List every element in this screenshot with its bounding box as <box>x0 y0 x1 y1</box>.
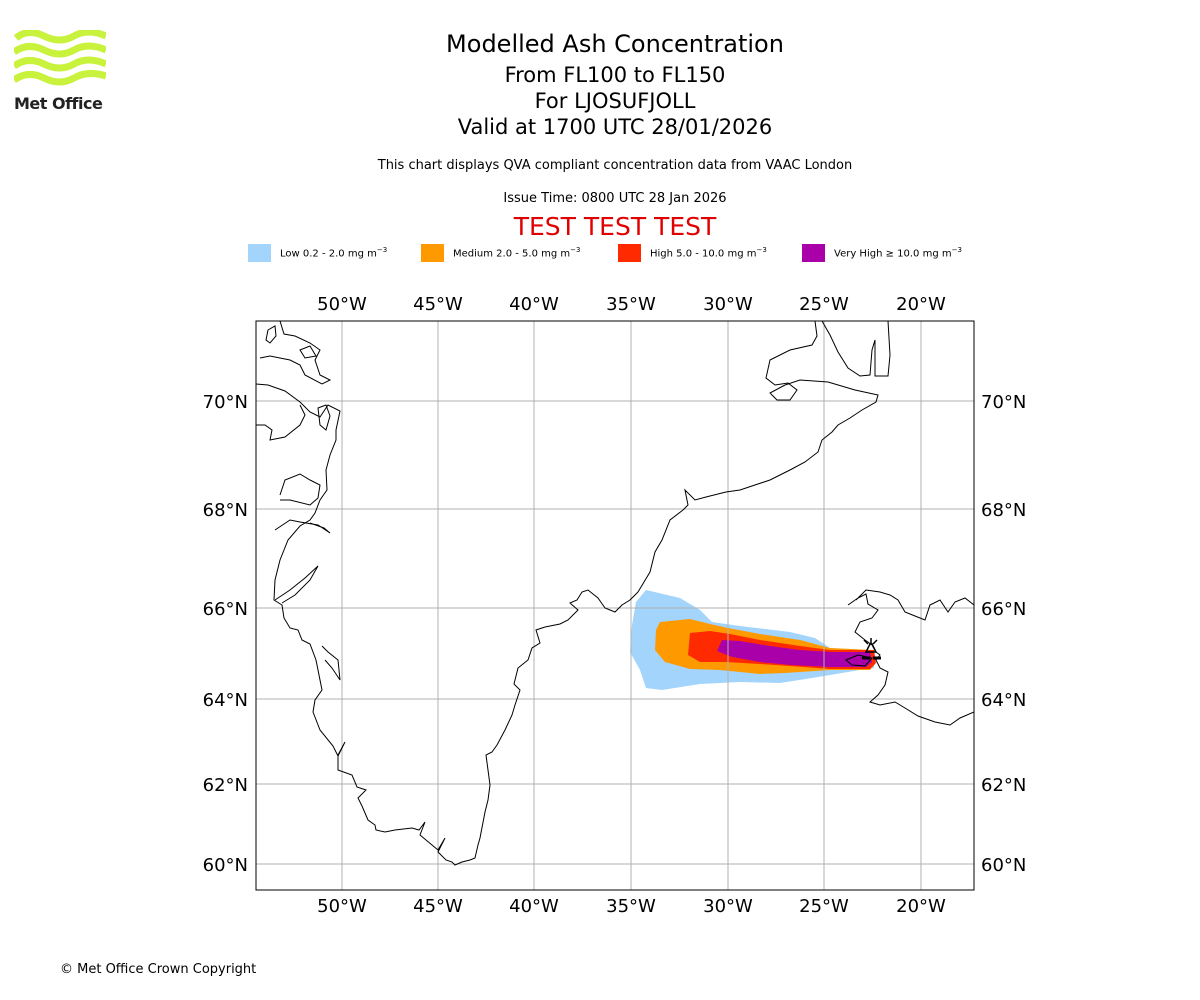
legend-label-low: Low 0.2 - 2.0 mg m−3 <box>280 246 388 260</box>
copyright-footer: © Met Office Crown Copyright <box>60 962 257 977</box>
coast-west-peninsula-2 <box>256 404 306 441</box>
lat-tick-label-right: 64°N <box>981 690 1026 711</box>
coastlines <box>256 321 974 866</box>
coastline-west-greenland <box>256 321 879 866</box>
lon-tick-label-bottom: 25°W <box>799 896 849 917</box>
legend-swatch-medium <box>421 244 444 262</box>
legend-item-medium: Medium 2.0 - 5.0 mg m−3 <box>421 244 580 262</box>
chart-title: Modelled Ash Concentration <box>446 30 784 58</box>
plume-very-high <box>717 640 872 667</box>
iceland-coast <box>847 589 974 726</box>
lon-tick-label-top: 30°W <box>703 294 753 315</box>
legend-swatch-high <box>618 244 641 262</box>
map-frame <box>255 320 975 891</box>
coast-west-inlet <box>321 645 341 681</box>
lat-labels-right: 70°N 68°N 66°N 64°N 62°N 60°N <box>981 392 1026 876</box>
legend-label-very-high: Very High ≥ 10.0 mg m−3 <box>834 246 962 260</box>
lon-tick-label-top: 40°W <box>509 294 559 315</box>
coast-west-peninsula-1 <box>259 321 332 385</box>
legend-label-high: High 5.0 - 10.0 mg m−3 <box>650 246 767 260</box>
lon-tick-label-bottom: 50°W <box>317 896 367 917</box>
island-2 <box>299 345 317 359</box>
coast-west-peninsula-5 <box>274 565 319 604</box>
lon-tick-label-top: 50°W <box>317 294 367 315</box>
lon-tick-label-bottom: 40°W <box>509 896 559 917</box>
volcano-icon <box>862 638 881 660</box>
legend-item-high: High 5.0 - 10.0 mg m−3 <box>618 244 767 262</box>
lat-tick-label-left: 66°N <box>203 599 248 620</box>
lat-tick-label-right: 68°N <box>981 500 1026 521</box>
island-3 <box>317 404 331 431</box>
lat-labels-left: 70°N 68°N 66°N 64°N 62°N 60°N <box>203 392 248 876</box>
valid-time: Valid at 1700 UTC 28/01/2026 <box>457 115 773 139</box>
lon-tick-label-top: 20°W <box>896 294 946 315</box>
lat-tick-label-right: 70°N <box>981 392 1026 413</box>
vatnajokull-outline <box>845 654 873 667</box>
logo-text: Met Office <box>14 94 103 113</box>
met-office-logo: Met Office <box>11 28 108 113</box>
lon-tick-label-bottom: 20°W <box>896 896 946 917</box>
lon-tick-label-top: 35°W <box>606 294 656 315</box>
chart-description: This chart displays QVA compliant concen… <box>377 158 853 173</box>
lon-tick-label-bottom: 35°W <box>606 896 656 917</box>
ash-plume <box>630 590 876 690</box>
lon-tick-label-top: 45°W <box>413 294 463 315</box>
test-banner: TEST TEST TEST <box>513 212 717 241</box>
lat-tick-label-left: 70°N <box>203 392 248 413</box>
lat-tick-label-left: 68°N <box>203 500 248 521</box>
lat-tick-label-right: 60°N <box>981 855 1026 876</box>
lat-tick-label-left: 60°N <box>203 855 248 876</box>
lon-tick-label-bottom: 45°W <box>413 896 463 917</box>
lat-tick-label-left: 64°N <box>203 690 248 711</box>
flight-level-range: From FL100 to FL150 <box>504 63 726 87</box>
island-1 <box>265 325 277 344</box>
lat-tick-label-left: 62°N <box>203 775 248 796</box>
volcano-name: For LJOSUFJOLL <box>534 89 696 113</box>
coast-west-peninsula-3 <box>279 473 321 506</box>
legend-swatch-low <box>248 244 271 262</box>
lon-tick-label-bottom: 30°W <box>703 896 753 917</box>
legend-item-very-high: Very High ≥ 10.0 mg m−3 <box>802 244 962 262</box>
legend-item-low: Low 0.2 - 2.0 mg m−3 <box>248 244 387 262</box>
lon-tick-label-top: 25°W <box>799 294 849 315</box>
logo-waves-icon <box>11 28 108 86</box>
coast-west-peninsula-4 <box>274 519 331 534</box>
lat-tick-label-right: 66°N <box>981 599 1026 620</box>
legend-swatch-very-high <box>802 244 825 262</box>
coastline-north-fjord <box>821 321 891 377</box>
graticule <box>256 321 974 890</box>
legend-label-medium: Medium 2.0 - 5.0 mg m−3 <box>453 246 581 260</box>
lat-tick-label-right: 62°N <box>981 775 1026 796</box>
lon-labels-bottom: 50°W 45°W 40°W 35°W 30°W 25°W 20°W <box>317 896 946 917</box>
issue-time: Issue Time: 0800 UTC 28 Jan 2026 <box>503 191 727 206</box>
lon-labels-top: 50°W 45°W 40°W 35°W 30°W 25°W 20°W <box>317 294 946 315</box>
